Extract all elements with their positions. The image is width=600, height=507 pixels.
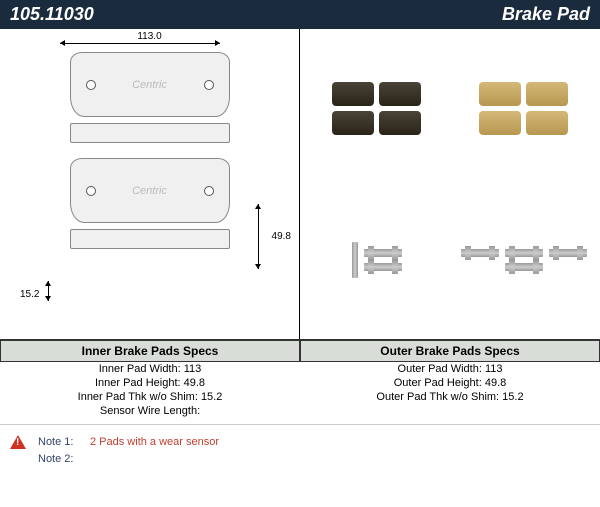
spec-row: Outer Pad Height: 49.8 xyxy=(300,376,600,390)
spec-row: Inner Pad Thk w/o Shim: 15.2 xyxy=(0,390,300,404)
bolt-hole xyxy=(86,186,96,196)
pad-photo-item xyxy=(332,82,374,106)
clip-item xyxy=(364,249,402,257)
thickness-arrow xyxy=(48,281,49,301)
note-1: Note 1: 2 Pads with a wear sensor xyxy=(10,433,590,451)
note-text: 2 Pads with a wear sensor xyxy=(90,436,219,448)
photo-hardware-2 xyxy=(459,193,588,327)
technical-drawing: 113.0 Centric Centric 49.8 15.2 xyxy=(0,29,300,339)
main-content: 113.0 Centric Centric 49.8 15.2 xyxy=(0,29,600,339)
product-title: Brake Pad xyxy=(502,4,590,25)
note-label: Note 2: xyxy=(38,453,82,465)
spec-row: Outer Pad Width: 113 xyxy=(300,362,600,376)
warning-icon xyxy=(10,435,26,449)
note-label: Note 1: xyxy=(38,436,82,448)
spec-row: Inner Pad Height: 49.8 xyxy=(0,376,300,390)
bolt-hole xyxy=(86,80,96,90)
bolt-hole xyxy=(204,80,214,90)
height-arrow xyxy=(258,204,259,269)
spec-row: Sensor Wire Length: xyxy=(0,404,300,418)
pad-photo-item xyxy=(526,82,568,106)
pad-photo-item xyxy=(332,111,374,135)
pad-front-view-outer: Centric xyxy=(70,158,230,223)
notes-section: Note 1: 2 Pads with a wear sensor Note 2… xyxy=(0,424,600,475)
pad-photo-item xyxy=(526,111,568,135)
bolt-hole xyxy=(204,186,214,196)
pad-side-view-inner xyxy=(70,123,230,143)
part-number: 105.11030 xyxy=(10,4,94,25)
inner-specs-header: Inner Brake Pads Specs xyxy=(0,340,300,362)
note-2: Note 2: xyxy=(10,451,590,467)
height-dimension: 49.8 xyxy=(272,231,291,242)
clip-item xyxy=(505,263,543,271)
clip-item xyxy=(352,242,358,278)
thickness-dimension: 15.2 xyxy=(20,289,39,300)
pad-side-view-outer xyxy=(70,229,230,249)
photo-hardware-1 xyxy=(312,193,441,327)
width-dimension: 113.0 xyxy=(137,31,161,42)
clip-item xyxy=(505,249,543,257)
pad-photo-item xyxy=(479,111,521,135)
pad-photo-item xyxy=(479,82,521,106)
spec-row: Outer Pad Thk w/o Shim: 15.2 xyxy=(300,390,600,404)
watermark: Centric xyxy=(132,79,167,91)
product-photos xyxy=(300,29,600,339)
inner-specs-column: Inner Brake Pads Specs Inner Pad Width: … xyxy=(0,340,300,418)
outer-specs-header: Outer Brake Pads Specs xyxy=(300,340,600,362)
width-arrow xyxy=(60,43,220,44)
pad-photo-item xyxy=(379,111,421,135)
specs-table: Inner Brake Pads Specs Inner Pad Width: … xyxy=(0,339,600,418)
spec-row: Inner Pad Width: 113 xyxy=(0,362,300,376)
outer-specs-column: Outer Brake Pads Specs Outer Pad Width: … xyxy=(300,340,600,418)
photo-pads-front xyxy=(459,41,588,175)
clip-item xyxy=(549,249,587,257)
photo-pads-back xyxy=(312,41,441,175)
clip-item xyxy=(461,249,499,257)
pad-photo-item xyxy=(379,82,421,106)
header-bar: 105.11030 Brake Pad xyxy=(0,0,600,29)
watermark: Centric xyxy=(132,185,167,197)
clip-item xyxy=(364,263,402,271)
pad-front-view-inner: Centric xyxy=(70,52,230,117)
